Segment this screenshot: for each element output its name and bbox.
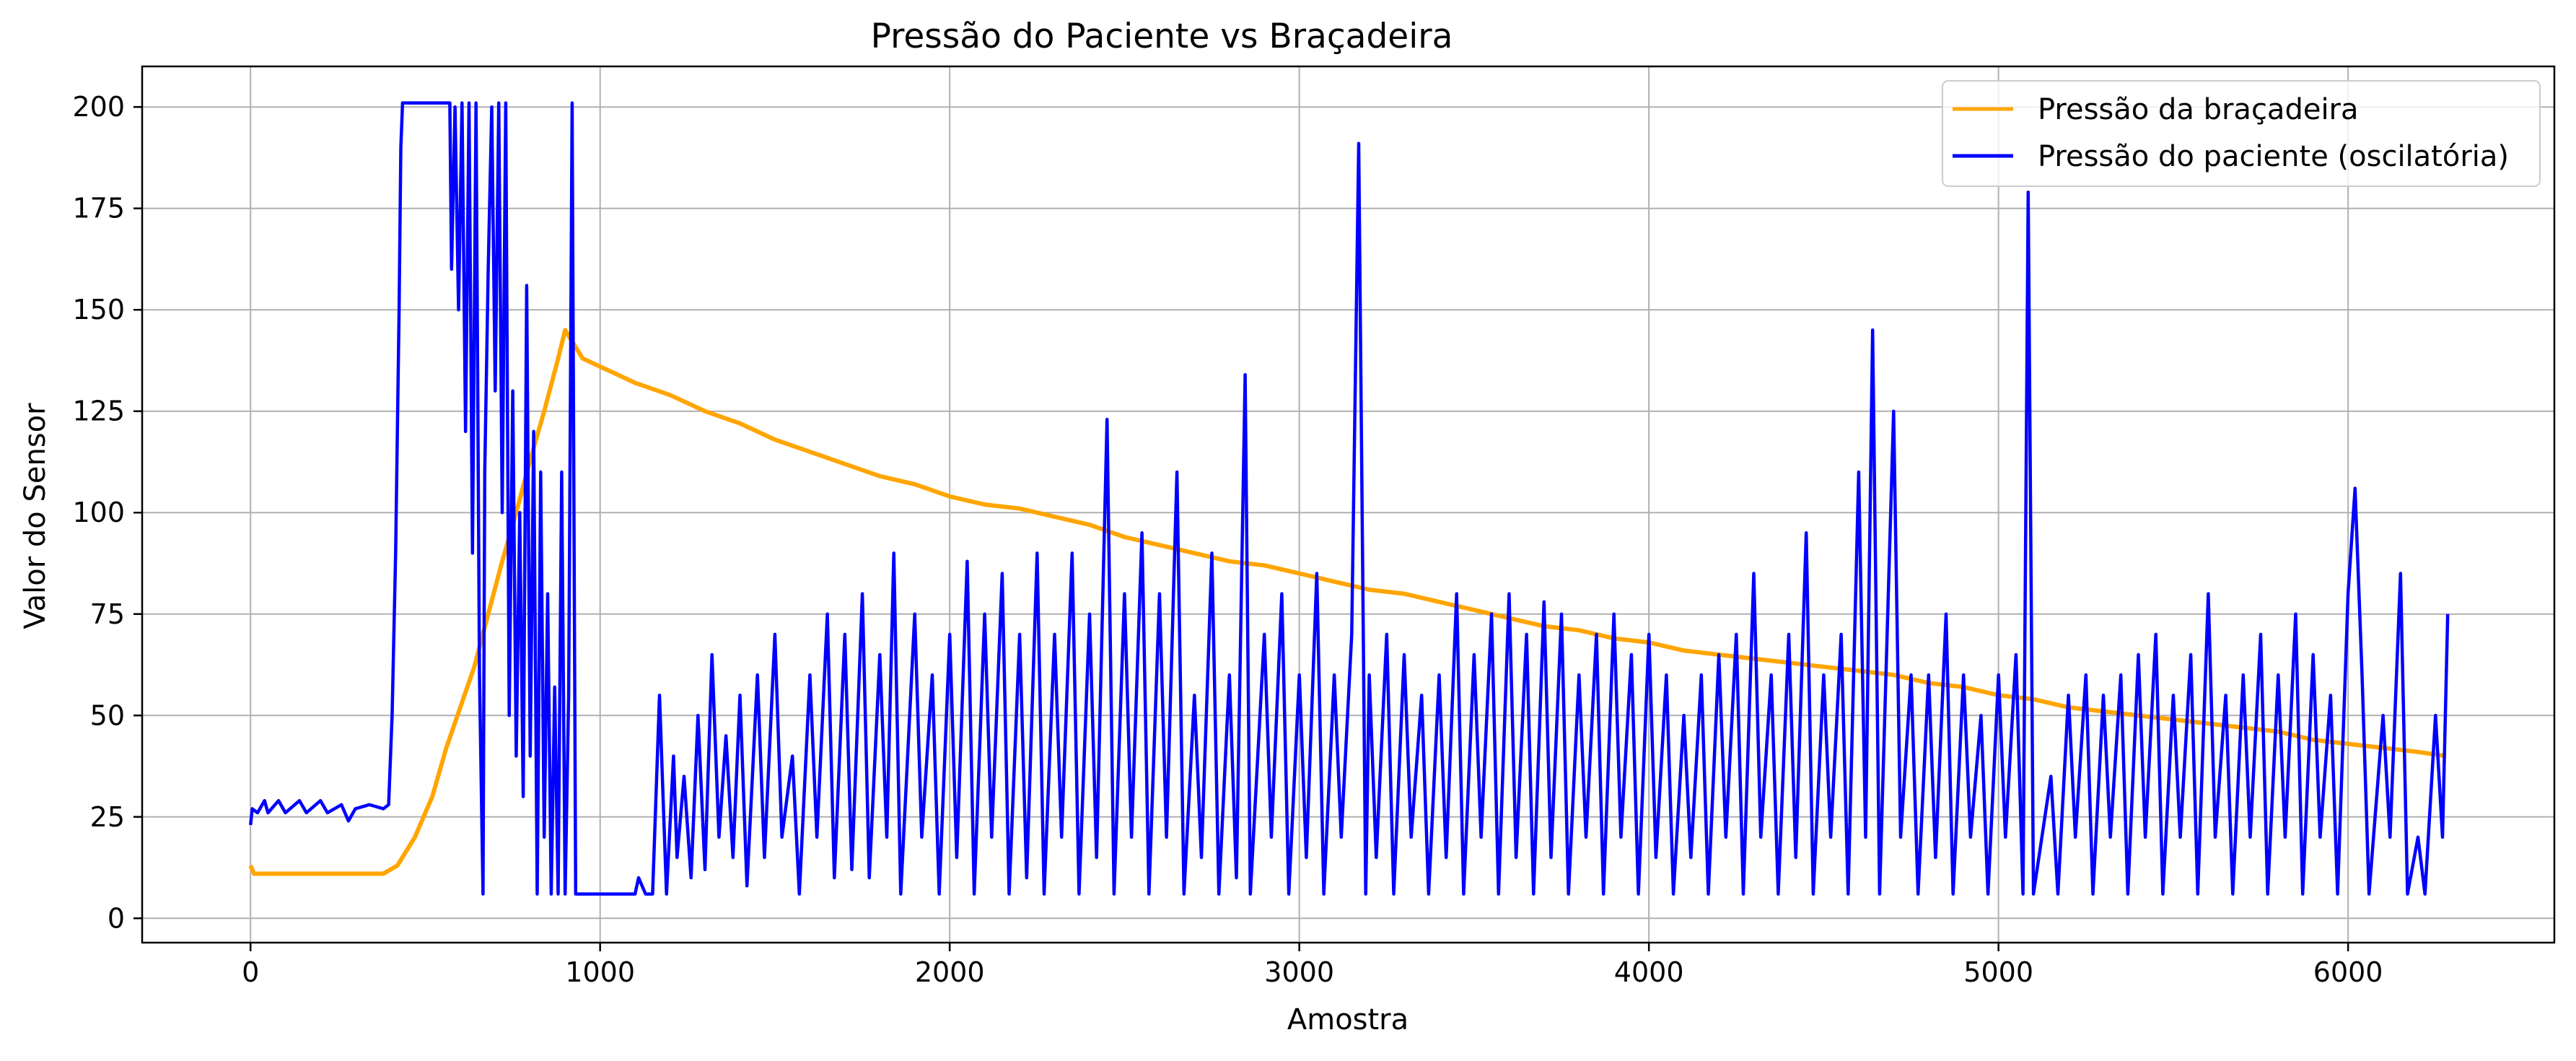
y-tick-label: 150: [72, 294, 125, 326]
x-tick-label: 0: [242, 956, 259, 988]
x-axis: 0 1000 2000 3000 4000 5000 6000: [242, 943, 2383, 988]
legend-label-cuff: Pressão da braçadeira: [2038, 93, 2359, 126]
y-tick-label: 75: [90, 598, 125, 630]
y-tick-label: 25: [90, 801, 125, 833]
y-tick-label: 50: [90, 699, 125, 731]
patient-pressure-line: [248, 101, 2450, 896]
legend: Pressão da braçadeira Pressão do pacient…: [1942, 80, 2541, 187]
y-tick-label: 200: [72, 91, 125, 123]
x-tick-label: 6000: [2313, 956, 2383, 988]
y-tick-label: 0: [108, 902, 125, 934]
y-tick-label: 175: [72, 193, 125, 224]
x-tick-label: 3000: [1264, 956, 1334, 988]
y-axis-label: Valor do Sensor: [19, 403, 52, 629]
x-tick-label: 2000: [915, 956, 985, 988]
legend-label-patient: Pressão do paciente (oscilatória): [2038, 140, 2509, 173]
y-axis: 0 25 50 75 100 125 150 175 200: [72, 91, 142, 934]
x-tick-label: 1000: [565, 956, 635, 988]
plot-area: [248, 101, 2450, 896]
plot-frame: [141, 65, 2556, 944]
y-tick-label: 125: [72, 396, 125, 427]
x-tick-label: 4000: [1614, 956, 1684, 988]
legend-box: [1942, 80, 2541, 187]
x-tick-label: 5000: [1963, 956, 2033, 988]
chart-title: Pressão do Paciente vs Braçadeira: [871, 17, 1453, 56]
y-tick-label: 100: [72, 497, 125, 528]
x-axis-label: Amostra: [1287, 1003, 1409, 1036]
